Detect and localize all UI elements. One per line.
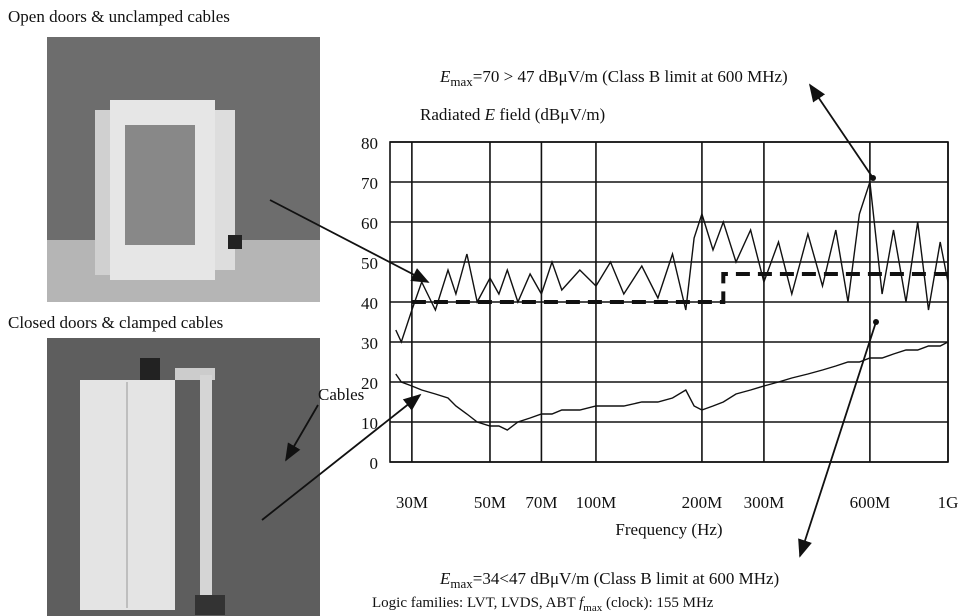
point-marker: [870, 175, 876, 181]
photo-label: Open doors & unclamped cables: [8, 7, 230, 26]
x-tick-label: 600M: [850, 493, 891, 512]
y-tick-label: 80: [361, 134, 378, 153]
y-tick-label: 30: [361, 334, 378, 353]
annotation: Emax=34<47 dBμV/m (Class B limit at 600 …: [439, 569, 779, 591]
arrow: [808, 83, 874, 179]
x-tick-label: 50M: [474, 493, 506, 512]
arrow: [261, 393, 422, 521]
photo-label: Cables: [318, 385, 364, 404]
x-axis-label: Frequency (Hz): [615, 520, 722, 539]
series-line: [395, 181, 948, 344]
annotation: Emax=70 > 47 dBμV/m (Class B limit at 60…: [439, 67, 788, 89]
y-tick-label: 50: [361, 254, 378, 273]
photo-open: [47, 37, 320, 302]
photo-closed: [47, 338, 320, 616]
y-tick-label: 10: [361, 414, 378, 433]
series-line: [395, 341, 948, 431]
y-tick-label: 40: [361, 294, 378, 313]
series-group: [395, 181, 948, 431]
y-axis-label: Radiated E field (dBμV/m): [420, 105, 605, 124]
arrow: [269, 199, 430, 283]
photo-label: Closed doors & clamped cables: [8, 313, 223, 332]
x-tick-label: 1G: [938, 493, 959, 512]
y-tick-label: 20: [361, 374, 378, 393]
x-tick-label: 100M: [576, 493, 617, 512]
annotation: Logic families: LVT, LVDS, ABT fmax (clo…: [372, 595, 714, 613]
arrow: [285, 404, 319, 462]
arrow: [798, 321, 877, 558]
series-line: [411, 272, 948, 304]
y-tick-label: 0: [370, 454, 379, 473]
y-tick-label: 70: [361, 174, 378, 193]
x-tick-label: 70M: [525, 493, 557, 512]
x-tick-label: 30M: [396, 493, 428, 512]
point-marker: [873, 319, 879, 325]
x-tick-label: 300M: [744, 493, 785, 512]
x-tick-label: 200M: [682, 493, 723, 512]
y-tick-label: 60: [361, 214, 378, 233]
